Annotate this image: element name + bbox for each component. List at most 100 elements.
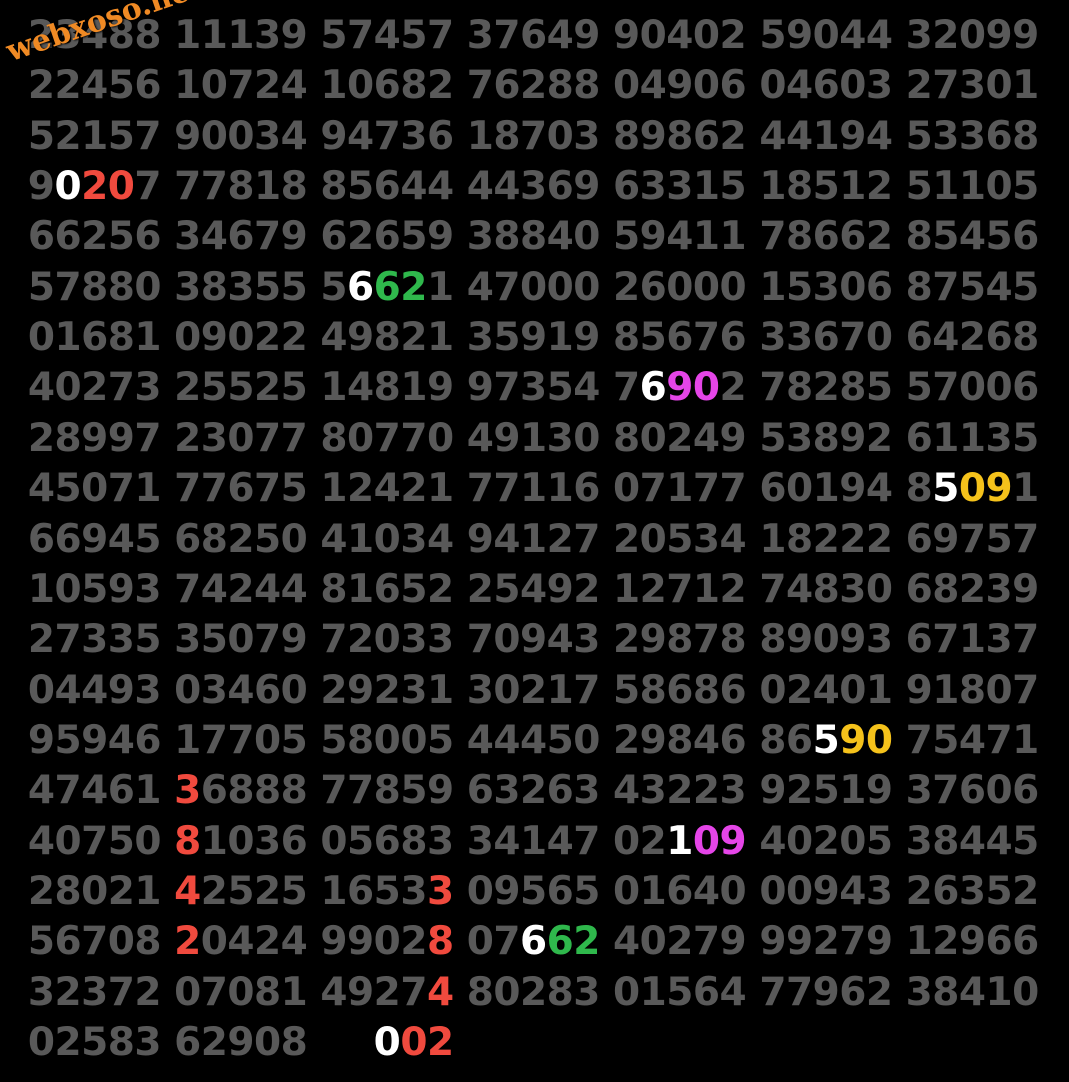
highlight-digits: 1 [666, 818, 693, 864]
number-cell: 49130 [466, 415, 601, 461]
highlight-digits: 6 [519, 919, 547, 965]
digits: 4927 [320, 969, 427, 1015]
number-cell: 01564 [613, 969, 747, 1015]
number-cell: 34147 [466, 818, 601, 864]
digits: 02 [612, 818, 667, 864]
number-cell: 94736 [320, 113, 454, 159]
number-cell: 99028 [320, 920, 454, 964]
number-cell: 80249 [613, 415, 747, 461]
number-cell: 80283 [466, 969, 601, 1015]
number-cell: 47461 [27, 768, 162, 814]
number-cell: 37649 [466, 13, 601, 58]
number-cell: 12966 [905, 919, 1040, 965]
number-cell: 80770 [320, 415, 454, 461]
number-cell: 29846 [613, 717, 747, 763]
number-cell: 00943 [759, 868, 893, 914]
highlight-digits: 90 [839, 717, 893, 763]
highlight-digits: 5 [812, 717, 840, 763]
number-cell: 70943 [466, 617, 601, 663]
number-cell: 28997 [27, 415, 162, 461]
number-cell: 49274 [320, 969, 454, 1015]
number-cell: 44369 [466, 164, 601, 210]
number-cell: 66256 [27, 214, 162, 260]
number-cell: 72033 [320, 617, 454, 663]
number-cell: 77962 [759, 969, 893, 1015]
highlight-digits: 8 [426, 919, 454, 965]
digits: 7 [612, 365, 640, 411]
number-cell: 30217 [466, 667, 601, 713]
digits: 5 [320, 264, 348, 310]
number-cell: 76902 [612, 365, 747, 411]
highlight-digits: 0 [54, 164, 82, 210]
number-cell: 89093 [759, 617, 893, 663]
number-cell: 18222 [759, 516, 893, 562]
number-cell: 02109 [612, 818, 747, 864]
number-cell: 44450 [466, 717, 601, 763]
number-cell: 68239 [905, 566, 1040, 612]
number-cell: 26000 [613, 264, 747, 310]
digits: 1 [1012, 466, 1039, 512]
number-cell: 40273 [27, 365, 162, 411]
number-cell: 60194 [759, 466, 893, 512]
highlight-digits: 20 [81, 164, 135, 210]
number-cell: 51105 [905, 164, 1040, 210]
number-cell: 41034 [320, 516, 454, 562]
number-cell: 74244 [174, 566, 308, 612]
highlight-digits: 4 [174, 868, 201, 914]
number-cell: 14819 [320, 365, 454, 411]
number-cell: 09022 [174, 315, 308, 361]
digits: 8 [905, 466, 933, 512]
number-cell: 38355 [174, 264, 308, 310]
number-cell: 92519 [759, 768, 893, 814]
number-cell: 86590 [759, 717, 893, 763]
number-cell: 78662 [759, 214, 893, 260]
number-cell: 44194 [759, 113, 893, 159]
digits: 2525 [200, 868, 308, 914]
digits: 9 [27, 164, 55, 210]
number-cell: 77116 [466, 466, 601, 512]
number-cell: 81036 [173, 819, 308, 864]
number-cell: 90034 [174, 113, 308, 159]
digits: 7 [134, 164, 161, 210]
number-cell: 78285 [759, 365, 893, 411]
number-cell: 89862 [613, 113, 747, 159]
number-cell: 09565 [466, 868, 601, 914]
number-cell: 75471 [905, 717, 1040, 763]
number-cell: 04603 [759, 63, 893, 109]
digits: 2 [719, 365, 747, 411]
number-cell: 90207 [27, 164, 162, 210]
number-cell: 12421 [320, 466, 454, 512]
number-cell: 10682 [320, 63, 454, 109]
number-cell: 29878 [613, 617, 747, 663]
number-cell: 15306 [759, 264, 893, 310]
digits: 07 [466, 919, 521, 965]
number-cell: 35919 [466, 315, 601, 361]
number-cell: 85091 [905, 466, 1040, 512]
number-cell: 38445 [905, 818, 1040, 864]
number-cell: 52157 [27, 113, 162, 159]
number-cell: 97354 [466, 365, 601, 411]
digits: 1 [426, 264, 454, 310]
number-cell: 20424 [173, 919, 308, 965]
number-cell: 76288 [466, 63, 601, 109]
highlight-digits: 62 [373, 264, 428, 310]
number-cell: 77818 [174, 164, 308, 210]
number-cell: 23077 [174, 415, 308, 461]
number-cell: 90402 [613, 13, 747, 58]
highlight-digits: 6 [639, 365, 667, 411]
number-cell: 61135 [905, 415, 1040, 461]
number-cell: 85644 [320, 164, 454, 210]
number-cell: 91807 [905, 667, 1040, 713]
number-cell: 29231 [320, 667, 454, 713]
number-cell: 57880 [27, 264, 162, 310]
digits: 86 [759, 717, 813, 763]
number-cell: 57457 [320, 13, 454, 58]
number-cell: 64268 [905, 315, 1040, 361]
number-cell: 56708 [27, 919, 162, 965]
number-cell: 99279 [759, 919, 893, 965]
highlight-digits: 09 [958, 466, 1013, 512]
number-cell: 03460 [174, 667, 308, 713]
highlight-digits: 2 [174, 919, 201, 965]
number-cell: 25492 [466, 566, 601, 612]
